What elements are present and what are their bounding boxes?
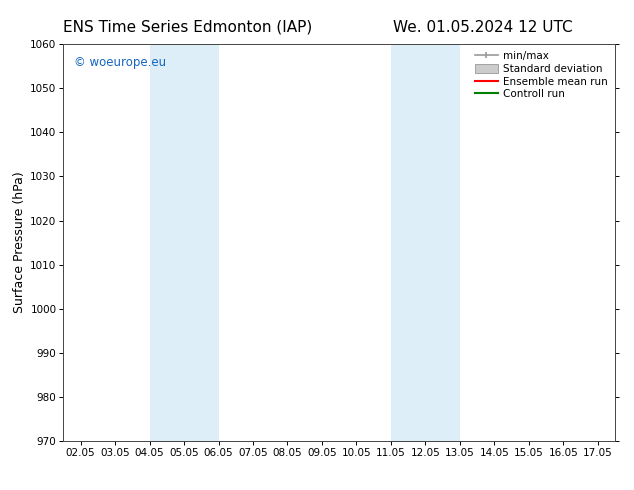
Text: We. 01.05.2024 12 UTC: We. 01.05.2024 12 UTC	[393, 20, 573, 35]
Bar	[150, 44, 219, 441]
Text: ENS Time Series Edmonton (IAP): ENS Time Series Edmonton (IAP)	[63, 20, 313, 35]
Legend: min/max, Standard deviation, Ensemble mean run, Controll run: min/max, Standard deviation, Ensemble me…	[473, 49, 610, 101]
Text: © woeurope.eu: © woeurope.eu	[74, 56, 167, 69]
Y-axis label: Surface Pressure (hPa): Surface Pressure (hPa)	[13, 172, 26, 314]
Bar	[391, 44, 460, 441]
